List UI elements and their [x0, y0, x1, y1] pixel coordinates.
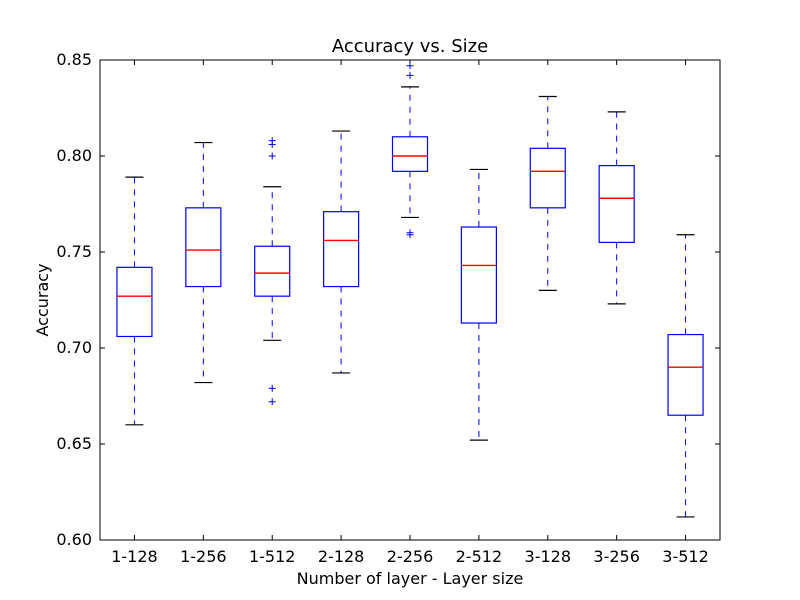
x-tick-label: 1-128: [111, 547, 158, 566]
outlier-marker: [406, 62, 414, 70]
box: [323, 211, 360, 288]
y-tick-label: 0.75: [56, 242, 92, 261]
x-tick-label: 3-256: [593, 547, 640, 566]
box: [598, 165, 635, 244]
outlier-marker: [406, 229, 414, 237]
y-tick-label: 0.80: [56, 146, 92, 165]
x-tick-label: 2-512: [456, 547, 503, 566]
x-tick-label: 1-256: [180, 547, 227, 566]
x-tick-label: 2-256: [387, 547, 434, 566]
outlier-marker: [268, 137, 276, 145]
outlier-marker: [268, 384, 276, 392]
x-tick-label: 1-512: [249, 547, 296, 566]
plot-frame: [99, 59, 721, 541]
y-axis-label: Accuracy: [33, 263, 52, 336]
box: [254, 245, 291, 297]
outlier-marker: [268, 398, 276, 406]
x-axis-label: Number of layer - Layer size: [297, 569, 524, 588]
y-tick-label: 0.85: [56, 50, 92, 69]
outlier-marker: [406, 71, 414, 79]
box: [391, 136, 429, 172]
box: [667, 333, 704, 416]
x-tick-label: 3-128: [525, 547, 572, 566]
box: [116, 266, 153, 338]
y-tick-label: 0.65: [56, 434, 92, 453]
box: [529, 147, 566, 209]
plot-area: 0.60 0.65 0.70 0.75 0.80 0.85 1-128 1-256 1-512 2…: [56, 50, 721, 566]
y-tick-label: 0.60: [56, 530, 92, 549]
outlier-marker: [268, 152, 276, 160]
box: [185, 207, 222, 288]
x-tick-label: 3-512: [662, 547, 709, 566]
chart-title: Accuracy vs. Size: [332, 36, 488, 57]
box: [460, 226, 497, 324]
x-tick-label: 2-128: [318, 547, 365, 566]
y-tick-label: 0.70: [56, 338, 92, 357]
